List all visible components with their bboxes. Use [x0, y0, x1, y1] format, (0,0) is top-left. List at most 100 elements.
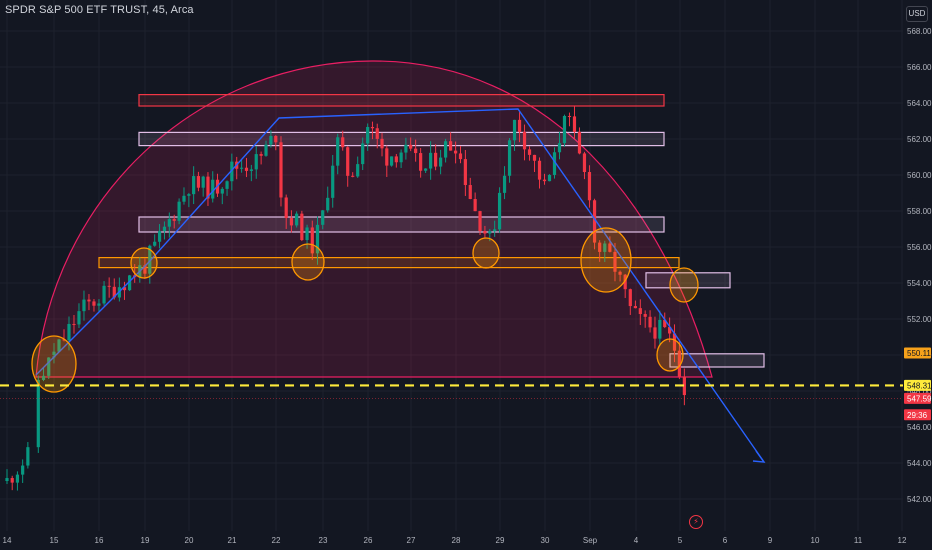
resistance-zone-562 [138, 131, 665, 147]
candle-body [483, 230, 487, 234]
time-tick-label: 26 [364, 536, 373, 545]
candle-body [279, 142, 283, 198]
price-tick-label: 568.00 [907, 27, 932, 36]
candle-body [77, 311, 81, 325]
time-tick-label: 4 [634, 536, 639, 545]
time-tick-label: 5 [678, 536, 683, 545]
candle-body [592, 200, 597, 243]
time-tick-label: 6 [723, 536, 728, 545]
candle-body [341, 137, 345, 148]
candle-body [478, 211, 482, 231]
candle-body [429, 152, 433, 169]
time-tick-label: 10 [811, 536, 820, 545]
candle-body [187, 194, 191, 196]
time-tick-label: Sep [583, 536, 598, 545]
candle-body [668, 327, 672, 334]
candle-body [321, 210, 325, 225]
candle-body [87, 299, 91, 302]
candle-body [677, 350, 681, 377]
highlight-circle [669, 267, 699, 303]
candle-body [444, 141, 448, 158]
candle-body [562, 115, 567, 144]
candle-body [225, 181, 229, 189]
resistance-zone-554 [645, 272, 731, 289]
candle-body [517, 119, 522, 132]
candle-body [315, 224, 320, 254]
candle-body [36, 379, 40, 448]
candle-body [488, 231, 492, 234]
candle-body [424, 168, 428, 171]
candle-body [196, 176, 201, 188]
highlight-circle [580, 227, 632, 293]
candle-body [41, 375, 46, 380]
candle-body [648, 316, 652, 328]
candle-body [468, 185, 472, 199]
candle-body [552, 152, 557, 175]
candle-body [375, 128, 379, 139]
candle-body [628, 289, 632, 307]
candle-body [52, 351, 56, 355]
candle-body [107, 285, 111, 287]
candle-body [239, 167, 244, 169]
price-tick-label: 556.00 [907, 243, 932, 252]
candle-body [582, 153, 587, 173]
price-tick-label: 558.00 [907, 207, 932, 216]
candle-body [493, 229, 497, 232]
time-axis[interactable]: 14 15 16 19 20 21 22 23 26 27 28 29 30 Sep 4 5 6 9 10 11 12 [0, 531, 932, 550]
price-axis-bg [903, 0, 932, 550]
candle-body [289, 218, 294, 226]
candle-body [643, 314, 647, 317]
candle-body [305, 227, 309, 241]
candle-body [351, 175, 355, 177]
candle-body [380, 138, 384, 149]
candle-body [537, 160, 542, 180]
time-tick-label: 9 [768, 536, 773, 545]
candle-body [10, 478, 14, 483]
candle-body [269, 135, 273, 145]
candle-body [295, 213, 299, 226]
price-axis[interactable]: 542.00544.00546.00548.00550.00552.00554.… [903, 0, 932, 550]
candle-body [5, 478, 9, 481]
candle-body [97, 303, 101, 306]
price-tick-label: 560.00 [907, 171, 932, 180]
candle-body [127, 275, 132, 291]
candle-body [567, 115, 572, 117]
candle-body [230, 161, 234, 182]
currency-button[interactable]: USD [906, 6, 928, 22]
lightning-icon[interactable]: ⚡ [689, 515, 703, 529]
candle-body [409, 144, 413, 149]
candle-body [449, 141, 453, 151]
candle-body [143, 265, 147, 274]
time-tick-label: 27 [407, 536, 416, 545]
candle-body [603, 243, 607, 252]
candle-body [249, 169, 253, 171]
candle-body [672, 333, 677, 351]
candle-body [512, 119, 517, 141]
candle-body [57, 339, 61, 352]
candle-body [542, 179, 547, 182]
candle-body [102, 285, 106, 304]
candle-body [47, 357, 51, 376]
candle-body [361, 143, 365, 165]
candle-body [220, 188, 224, 194]
candle-body [618, 271, 622, 275]
candle-body [284, 197, 288, 219]
candle-body [331, 165, 335, 198]
candle-body [434, 152, 438, 167]
highlight-circle [31, 335, 77, 393]
resistance-zone-557 [138, 216, 665, 233]
price-tick-label: 552.00 [907, 315, 932, 324]
candle-body [192, 176, 196, 195]
price-label-bg [904, 409, 931, 421]
candle-body [370, 126, 375, 129]
highlight-circle [472, 237, 500, 269]
time-tick-label: 28 [452, 536, 461, 545]
candle-body [557, 143, 562, 153]
price-label-bg [904, 392, 931, 404]
candle-body [463, 159, 467, 186]
candle-body [356, 164, 360, 177]
candle-body [201, 176, 205, 188]
candle-body [148, 245, 152, 274]
candle-body [112, 286, 116, 298]
